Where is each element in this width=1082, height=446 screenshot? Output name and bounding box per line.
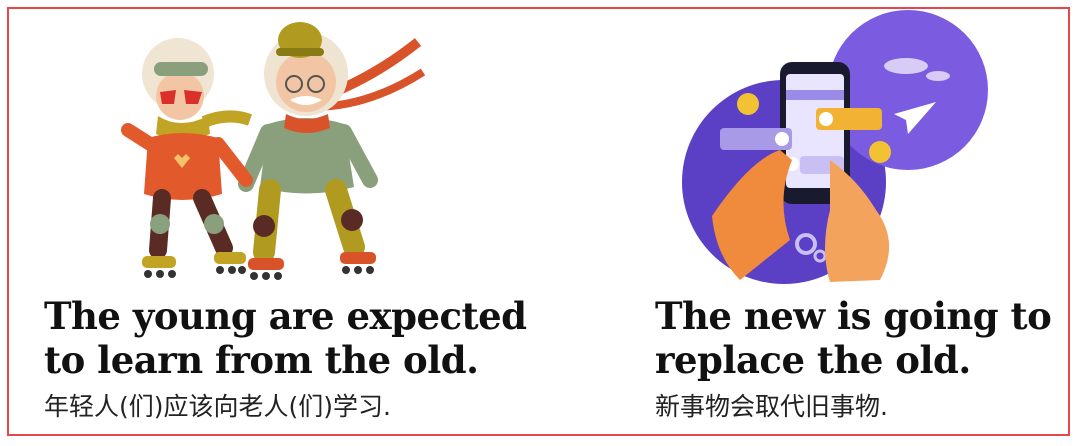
caption-chinese-subtitle: 年轻人(们)应该向老人(们)学习. [44, 392, 391, 421]
caption-title-line: to learn from the old. [44, 338, 479, 382]
chat-bubble-right [816, 108, 882, 130]
caption-title-line: The new is going to [655, 294, 1052, 338]
elderly-couple-illustration [121, 22, 426, 280]
chat-bubble-left [720, 128, 792, 150]
purple-cloud-circle [828, 10, 988, 170]
right-hand [825, 160, 890, 282]
tongue-emoji-icon [869, 141, 891, 163]
content-frame [7, 7, 1070, 436]
gear-icon [795, 233, 817, 255]
left-caption: The young are expected to learn from the… [44, 294, 604, 422]
old-man-figure [238, 22, 426, 280]
caption-title-line: The young are expected [44, 294, 527, 338]
paper-plane-icon [894, 102, 936, 134]
right-caption: The new is going to replace the old. 新事物… [655, 294, 1075, 422]
left-hand [712, 150, 792, 280]
caption-title-line: replace the old. [655, 338, 971, 382]
smile-emoji-icon [737, 93, 759, 115]
old-woman-figure [121, 38, 253, 278]
caption-chinese-subtitle: 新事物会取代旧事物. [655, 392, 888, 421]
smartphone-chat-illustration [682, 10, 988, 284]
